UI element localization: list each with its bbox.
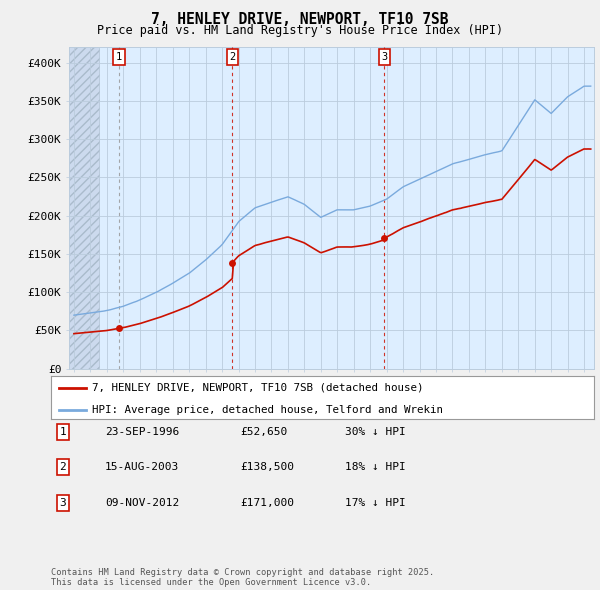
Text: £138,500: £138,500 xyxy=(240,463,294,472)
Text: £52,650: £52,650 xyxy=(240,427,287,437)
Text: 2: 2 xyxy=(59,463,67,472)
Text: 2: 2 xyxy=(229,52,235,62)
Text: 09-NOV-2012: 09-NOV-2012 xyxy=(105,498,179,507)
Text: 17% ↓ HPI: 17% ↓ HPI xyxy=(345,498,406,507)
Text: 1: 1 xyxy=(59,427,67,437)
Text: £171,000: £171,000 xyxy=(240,498,294,507)
Text: HPI: Average price, detached house, Telford and Wrekin: HPI: Average price, detached house, Telf… xyxy=(92,405,443,415)
Text: 30% ↓ HPI: 30% ↓ HPI xyxy=(345,427,406,437)
Text: 3: 3 xyxy=(59,498,67,507)
Text: 1: 1 xyxy=(116,52,122,62)
Bar xyxy=(69,47,98,369)
Text: Contains HM Land Registry data © Crown copyright and database right 2025.
This d: Contains HM Land Registry data © Crown c… xyxy=(51,568,434,587)
Text: 7, HENLEY DRIVE, NEWPORT, TF10 7SB: 7, HENLEY DRIVE, NEWPORT, TF10 7SB xyxy=(151,12,449,27)
Text: 23-SEP-1996: 23-SEP-1996 xyxy=(105,427,179,437)
Text: 15-AUG-2003: 15-AUG-2003 xyxy=(105,463,179,472)
Text: 18% ↓ HPI: 18% ↓ HPI xyxy=(345,463,406,472)
Text: 3: 3 xyxy=(381,52,388,62)
Text: Price paid vs. HM Land Registry's House Price Index (HPI): Price paid vs. HM Land Registry's House … xyxy=(97,24,503,37)
Text: 7, HENLEY DRIVE, NEWPORT, TF10 7SB (detached house): 7, HENLEY DRIVE, NEWPORT, TF10 7SB (deta… xyxy=(92,383,423,393)
